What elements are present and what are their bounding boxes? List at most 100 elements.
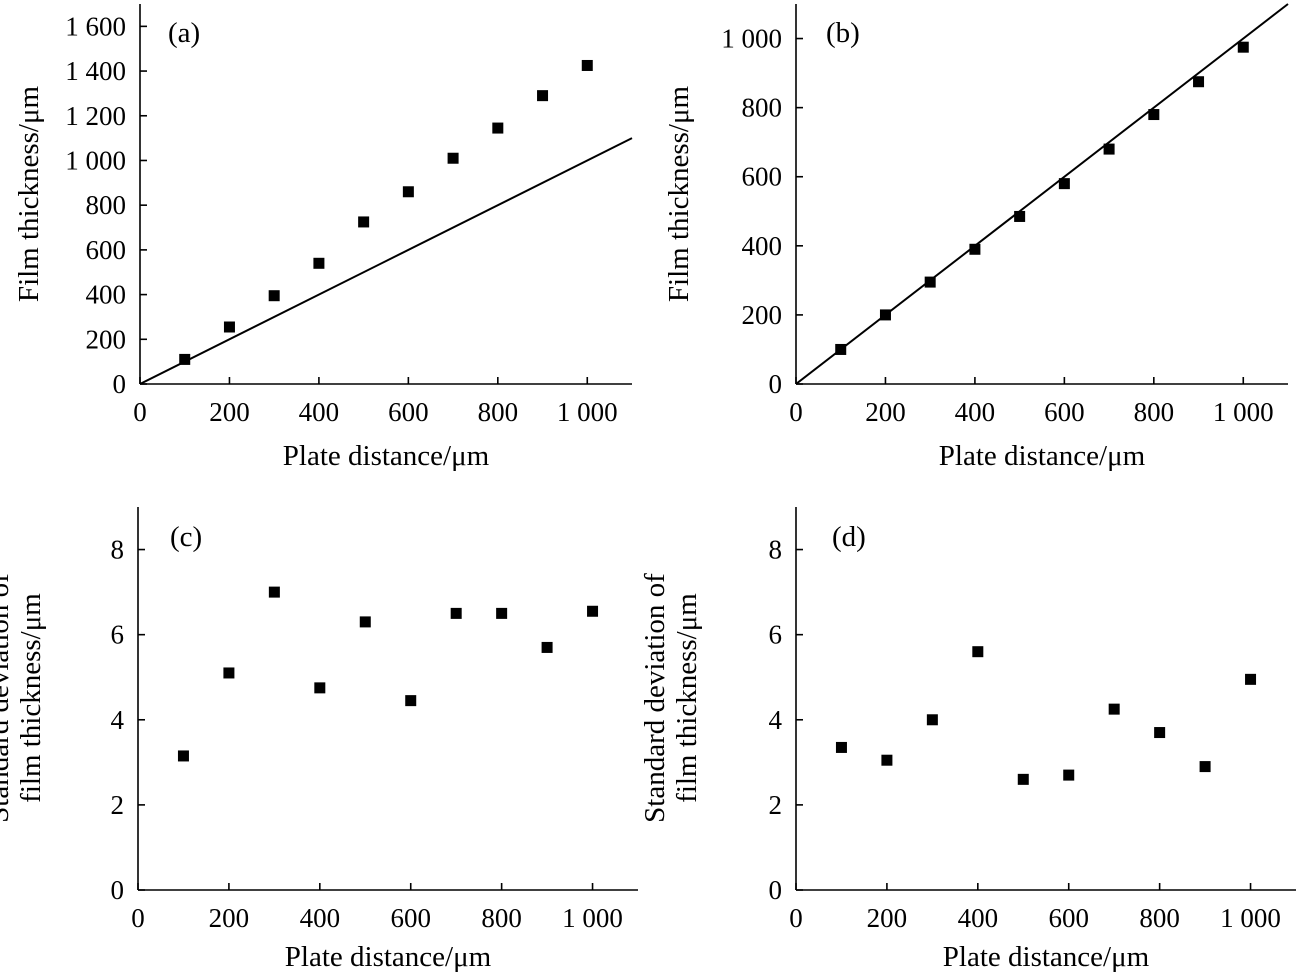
y-tick-label: 6: [111, 620, 125, 650]
y-tick-label: 200: [86, 324, 127, 354]
data-point-marker: [359, 616, 371, 628]
data-point-marker: [358, 216, 370, 228]
y-tick-label: 1 000: [65, 145, 126, 175]
y-tick-label: 600: [742, 162, 783, 192]
x-axis-title: Plate distance/μm: [939, 440, 1146, 472]
data-point-marker: [402, 186, 414, 198]
x-tick-label: 600: [390, 903, 431, 933]
x-tick-label: 400: [299, 397, 340, 427]
data-point-marker: [223, 321, 235, 333]
x-tick-label: 0: [789, 397, 803, 427]
x-tick-label: 600: [1044, 397, 1085, 427]
y-tick-label: 2: [111, 790, 125, 820]
y-tick-label: 0: [769, 369, 783, 399]
reference-line-y-equals-x: [139, 137, 633, 385]
x-tick-label: 800: [481, 903, 522, 933]
y-tick-label: 2: [769, 790, 783, 820]
panel-label: (d): [832, 521, 866, 553]
data-point-marker: [835, 741, 847, 753]
y-tick-label: 0: [113, 369, 127, 399]
x-axis-title: Plate distance/μm: [283, 440, 490, 472]
panel-label: (b): [826, 17, 860, 49]
data-point-marker: [223, 667, 235, 679]
data-point-marker: [926, 714, 938, 726]
data-point-marker: [268, 586, 280, 598]
data-point-marker: [447, 152, 459, 164]
data-point-marker: [924, 276, 936, 288]
x-tick-label: 600: [1048, 903, 1089, 933]
x-tick-label: 1 000: [1213, 397, 1274, 427]
data-point-marker: [1103, 143, 1115, 155]
y-tick-label: 4: [111, 705, 125, 735]
data-point-marker: [314, 682, 326, 694]
x-tick-label: 200: [209, 903, 250, 933]
y-axis-title: film thickness/μm: [15, 593, 47, 803]
data-point-marker: [835, 343, 847, 355]
x-axis-title: Plate distance/μm: [943, 941, 1150, 973]
y-tick-label: 400: [86, 280, 127, 310]
x-tick-label: 200: [867, 903, 908, 933]
y-axis-title: Film thickness/μm: [663, 85, 695, 302]
data-point-marker: [1148, 109, 1160, 121]
data-point-marker: [1199, 761, 1211, 773]
y-tick-label: 1 000: [721, 24, 782, 54]
data-point-marker: [1237, 41, 1249, 53]
data-point-marker: [179, 353, 191, 365]
data-point-marker: [879, 309, 891, 321]
x-tick-label: 800: [478, 397, 519, 427]
x-tick-label: 800: [1139, 903, 1180, 933]
x-tick-label: 1 000: [1220, 903, 1281, 933]
y-tick-label: 1 200: [65, 101, 126, 131]
y-tick-label: 0: [769, 875, 783, 905]
y-tick-label: 1 600: [65, 11, 126, 41]
y-tick-label: 200: [742, 300, 783, 330]
x-tick-label: 400: [958, 903, 999, 933]
data-point-marker: [177, 750, 189, 762]
x-tick-label: 800: [1134, 397, 1175, 427]
data-point-marker: [541, 641, 553, 653]
reference-line-y-equals-x: [795, 3, 1289, 385]
y-axis-title: Standard deviation of: [639, 573, 671, 823]
x-axis-title: Plate distance/μm: [285, 941, 492, 973]
x-tick-label: 1 000: [557, 397, 618, 427]
y-axis-title: Film thickness/μm: [13, 85, 45, 302]
x-tick-label: 200: [209, 397, 250, 427]
data-point-marker: [881, 754, 893, 766]
data-point-marker: [496, 607, 508, 619]
x-tick-label: 0: [131, 903, 145, 933]
x-tick-label: 200: [865, 397, 906, 427]
data-point-marker: [450, 607, 462, 619]
y-tick-label: 800: [86, 190, 127, 220]
x-tick-label: 400: [955, 397, 996, 427]
data-point-marker: [581, 59, 593, 71]
data-point-marker: [537, 90, 549, 102]
y-tick-label: 6: [769, 620, 783, 650]
panel-label: (c): [170, 521, 202, 553]
y-tick-label: 8: [769, 535, 783, 565]
data-point-marker: [1063, 769, 1075, 781]
x-tick-label: 0: [133, 397, 147, 427]
data-point-marker: [1108, 703, 1120, 715]
y-axis-title: Standard deviation of: [0, 573, 15, 823]
data-point-marker: [972, 646, 984, 658]
data-point-marker: [1017, 773, 1029, 785]
data-point-marker: [405, 695, 417, 707]
y-tick-label: 0: [111, 875, 125, 905]
y-axis-title: film thickness/μm: [671, 593, 703, 803]
data-point-marker: [268, 290, 280, 302]
panel-a-plot: 0 200 400 600 800 1 000 0 200 400 600 800 1 000 1 20…: [13, 4, 633, 472]
y-tick-label: 600: [86, 235, 127, 265]
x-tick-label: 0: [789, 903, 803, 933]
y-tick-label: 400: [742, 231, 783, 261]
data-point-marker: [1193, 76, 1205, 88]
data-point-marker: [1014, 210, 1026, 222]
x-tick-label: 1 000: [562, 903, 623, 933]
data-point-marker: [1154, 727, 1166, 739]
data-point-marker: [492, 122, 504, 134]
y-tick-label: 800: [742, 93, 783, 123]
data-point-marker: [313, 257, 325, 269]
panel-d-plot: 0 200 400 600 800 1 000 0 2 4 6 8 (d) Plate distance…: [639, 507, 1296, 973]
panel-c-plot: 0 200 400 600 800 1 000 0 2 4 6 8 (c) Plate distance…: [0, 507, 638, 973]
panel-b-plot: 0 200 400 600 800 1 000 0 200 400 600 800 1 000 (b) P…: [663, 3, 1289, 472]
data-point-marker: [1245, 673, 1257, 685]
